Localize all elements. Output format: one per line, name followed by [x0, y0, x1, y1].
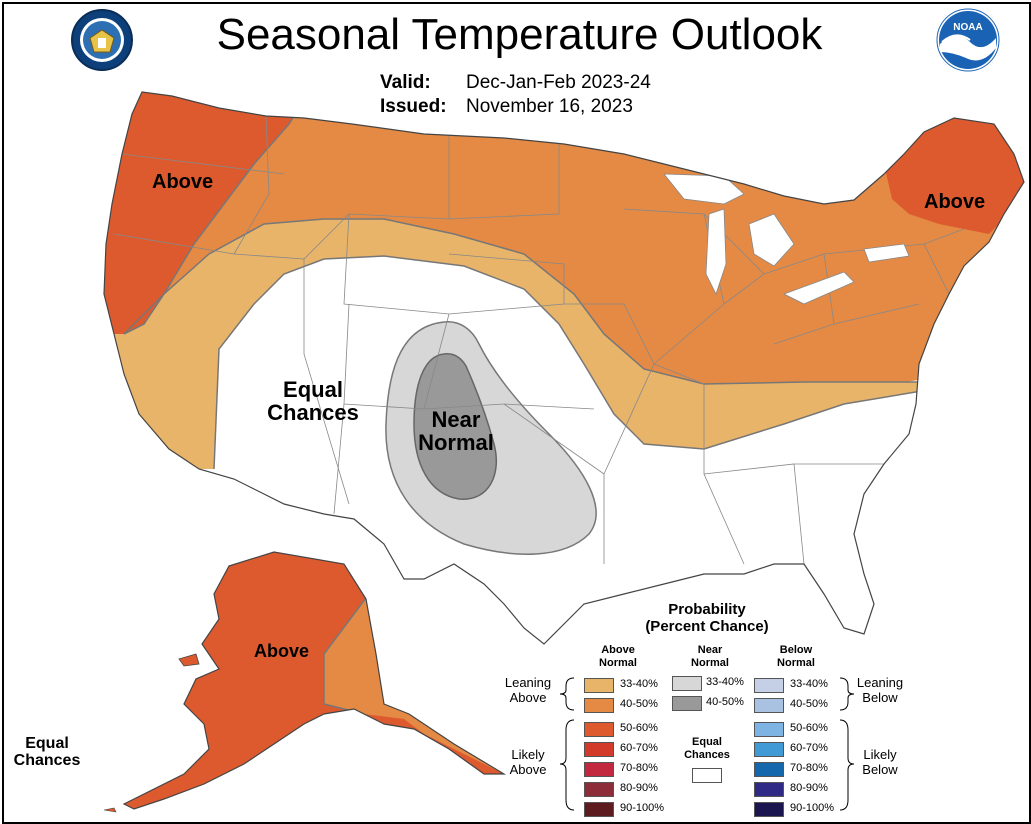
legend-col-above-2: Normal	[599, 657, 637, 670]
label-above-60-70: 60-70%	[620, 742, 658, 754]
swatch-below-70-80	[754, 762, 784, 777]
label-above-80-90: 80-90%	[620, 782, 658, 794]
swatch-near-40-50	[672, 696, 702, 711]
page-title: Seasonal Temperature Outlook	[216, 10, 823, 59]
label-equal-chances: Equal Chances	[258, 378, 368, 424]
swatch-equal-chances	[692, 768, 722, 783]
legend-col-near-2: Normal	[691, 657, 729, 670]
legend-likely-above-1: Likely	[511, 747, 545, 762]
legend-col-below: Below Normal	[764, 644, 828, 670]
legend-equal-1: Equal	[692, 736, 722, 748]
legend-title: Probability (Percent Chance)	[582, 601, 832, 635]
label-below-33-40: 33-40%	[790, 678, 828, 690]
near-normal-line1: Near	[431, 407, 481, 432]
legend-leaning-below: Leaning Below	[850, 675, 910, 706]
noaa-logo-icon: NOAA	[936, 8, 1000, 72]
label-near-40-50: 40-50%	[706, 696, 744, 708]
swatch-below-90-100	[754, 802, 784, 817]
issued-label: Issued:	[380, 96, 447, 117]
legend-col-near-1: Near	[697, 644, 723, 656]
legend-brackets	[559, 677, 855, 811]
hawaii-equal-line2: Chances	[13, 751, 81, 769]
swatch-above-80-90	[584, 782, 614, 797]
legend-equal-2: Chances	[684, 749, 730, 762]
label-below-50-60: 50-60%	[790, 722, 828, 734]
label-below-80-90: 80-90%	[790, 782, 828, 794]
equal-chances-line1: Equal	[283, 377, 343, 402]
legend-col-below-1: Below	[779, 644, 813, 656]
legend-title-line1: Probability	[668, 601, 746, 618]
valid-value: Dec-Jan-Feb 2023-24	[466, 72, 651, 93]
valid-line: Valid: Dec-Jan-Feb 2023-24	[380, 72, 651, 94]
legend-col-above: Above Normal	[586, 644, 650, 670]
legend-likely-above-2: Above	[509, 761, 547, 777]
label-near-33-40: 33-40%	[706, 676, 744, 688]
swatch-below-60-70	[754, 742, 784, 757]
legend: Probability (Percent Chance) Above Norma…	[492, 600, 1012, 820]
swatch-below-80-90	[754, 782, 784, 797]
swatch-above-33-40	[584, 678, 614, 693]
legend-col-near: Near Normal	[678, 644, 742, 670]
swatch-above-70-80	[584, 762, 614, 777]
label-below-70-80: 70-80%	[790, 762, 828, 774]
legend-likely-below-1: Likely	[863, 747, 897, 762]
legend-col-below-2: Normal	[777, 657, 815, 670]
valid-label: Valid:	[380, 72, 431, 93]
legend-leaning-above-1: Leaning	[504, 675, 552, 690]
swatch-below-50-60	[754, 722, 784, 737]
label-above-90-100: 90-100%	[620, 802, 665, 814]
legend-equal-chances: Equal Chances	[674, 736, 740, 762]
swatch-above-60-70	[584, 742, 614, 757]
legend-leaning-above-2: Above	[509, 689, 547, 705]
swatch-below-33-40	[754, 678, 784, 693]
legend-likely-above: Likely Above	[498, 747, 558, 778]
label-below-90-100: 90-100%	[790, 802, 835, 814]
label-above-33-40: 33-40%	[620, 678, 658, 690]
swatch-near-33-40	[672, 676, 702, 691]
commerce-seal-icon	[71, 9, 133, 71]
swatch-above-40-50	[584, 698, 614, 713]
label-below-60-70: 60-70%	[790, 742, 828, 754]
label-above-west: Above	[152, 171, 214, 193]
label-above-alaska: Above	[254, 641, 310, 661]
swatch-above-90-100	[584, 802, 614, 817]
label-near-normal: Near Normal	[408, 408, 504, 454]
legend-leaning-below-2: Below	[862, 689, 898, 705]
label-below-40-50: 40-50%	[790, 698, 828, 710]
near-normal-line2: Normal	[418, 430, 494, 456]
conus-map	[103, 91, 1025, 813]
swatch-below-40-50	[754, 698, 784, 713]
label-hawaii-equal-chances: Equal Chances	[10, 735, 84, 770]
label-above-70-80: 70-80%	[620, 762, 658, 774]
swatch-above-50-60	[584, 722, 614, 737]
legend-likely-below: Likely Below	[850, 747, 910, 778]
legend-likely-below-2: Below	[862, 761, 898, 777]
hawaii-equal-line1: Equal	[25, 735, 69, 752]
equal-chances-line2: Chances	[267, 400, 359, 426]
legend-leaning-above: Leaning Above	[498, 675, 558, 706]
label-above-40-50: 40-50%	[620, 698, 658, 710]
issued-value: November 16, 2023	[466, 96, 633, 117]
label-above-50-60: 50-60%	[620, 722, 658, 734]
legend-leaning-below-1: Leaning	[856, 675, 904, 690]
legend-title-line2: (Percent Chance)	[645, 617, 769, 635]
legend-col-above-1: Above	[601, 644, 635, 656]
issued-line: Issued: November 16, 2023	[380, 96, 633, 118]
noaa-logo-text: NOAA	[953, 22, 982, 33]
label-above-east: Above	[924, 191, 986, 213]
